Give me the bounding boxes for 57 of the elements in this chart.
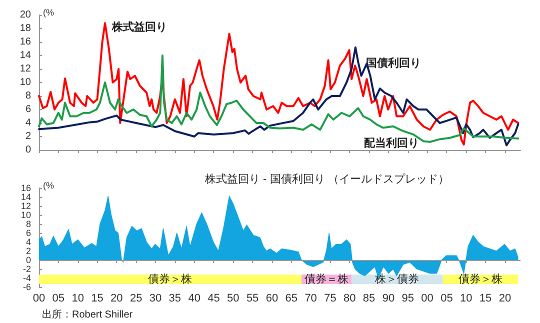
y-tick-label: -6 (22, 282, 31, 292)
y-tick-label: 10 (20, 210, 31, 220)
text: 出所：Robert Shiller (42, 308, 134, 320)
y-tick-label: 6 (26, 228, 31, 238)
y-tick-label: -2 (22, 264, 31, 274)
y-tick-label: 0 (26, 255, 31, 265)
y-tick-label: 16 (20, 183, 31, 193)
x-tick-label: 55 (246, 292, 259, 304)
y-tick-label: 12 (20, 201, 31, 211)
y-tick-label: 2 (26, 246, 31, 256)
y-tick-label: 12 (20, 64, 32, 74)
y-axis-title: (% (43, 180, 54, 190)
y-tick-label: 4 (25, 118, 32, 128)
x-tick-label: 90 (382, 292, 395, 304)
y-tick-label: 18 (20, 23, 32, 34)
y-tick-label: 14 (20, 50, 32, 61)
y-tick-label: 2 (25, 131, 32, 142)
x-tick-label: 70 (304, 292, 317, 304)
x-tick-label: 85 (362, 292, 376, 304)
band-label: 債券＞株 (458, 272, 503, 286)
y-tick-label: -4 (22, 273, 31, 283)
x-tick-label: 20 (110, 292, 123, 304)
x-tick-label: 00 (32, 292, 46, 304)
x-tick-label: 75 (324, 292, 336, 304)
chart-title: 株式益回り - 国債利回り （イールドスプレッド） (204, 172, 449, 186)
band-label: 債券＞株 (148, 272, 192, 286)
x-tick-label: 25 (130, 292, 142, 304)
y-tick-label: 8 (26, 219, 31, 229)
y-tick-label: 6 (25, 104, 32, 115)
x-tick-label: 35 (168, 292, 182, 304)
x-tick-label: 40 (188, 292, 200, 304)
x-tick-label: 50 (227, 292, 240, 304)
y-axis-title: (% (43, 8, 54, 18)
x-tick-label: 80 (344, 292, 356, 304)
x-tick-label: 05 (52, 292, 65, 304)
x-tick-label: 10 (72, 292, 84, 304)
x-tick-label: 45 (208, 292, 220, 304)
x-tick-label: 30 (149, 292, 162, 304)
x-tick-label: 95 (402, 292, 414, 304)
x-tick-label: 15 (91, 292, 104, 304)
x-tick-label: 05 (440, 292, 453, 304)
x-tick-label: 60 (266, 292, 278, 304)
x-tick-label: 65 (285, 292, 298, 304)
x-tick-label: 10 (460, 292, 472, 304)
y-tick-label: 8 (25, 90, 32, 102)
y-tick-label: 4 (26, 237, 31, 247)
band-label: 債券＝株 (304, 272, 349, 286)
x-tick-label: 00 (421, 292, 434, 304)
y-tick-label: 20 (20, 10, 32, 20)
y-tick-label: 0 (25, 144, 32, 156)
x-tick-label: 15 (479, 292, 492, 304)
y-tick-label: 10 (20, 77, 32, 88)
x-tick-label: 20 (498, 292, 512, 304)
y-tick-label: 14 (20, 192, 31, 202)
series-label: 配当利回り (364, 136, 419, 150)
y-tick-label: 16 (20, 36, 32, 48)
series-label: 株式益回り (111, 20, 167, 34)
